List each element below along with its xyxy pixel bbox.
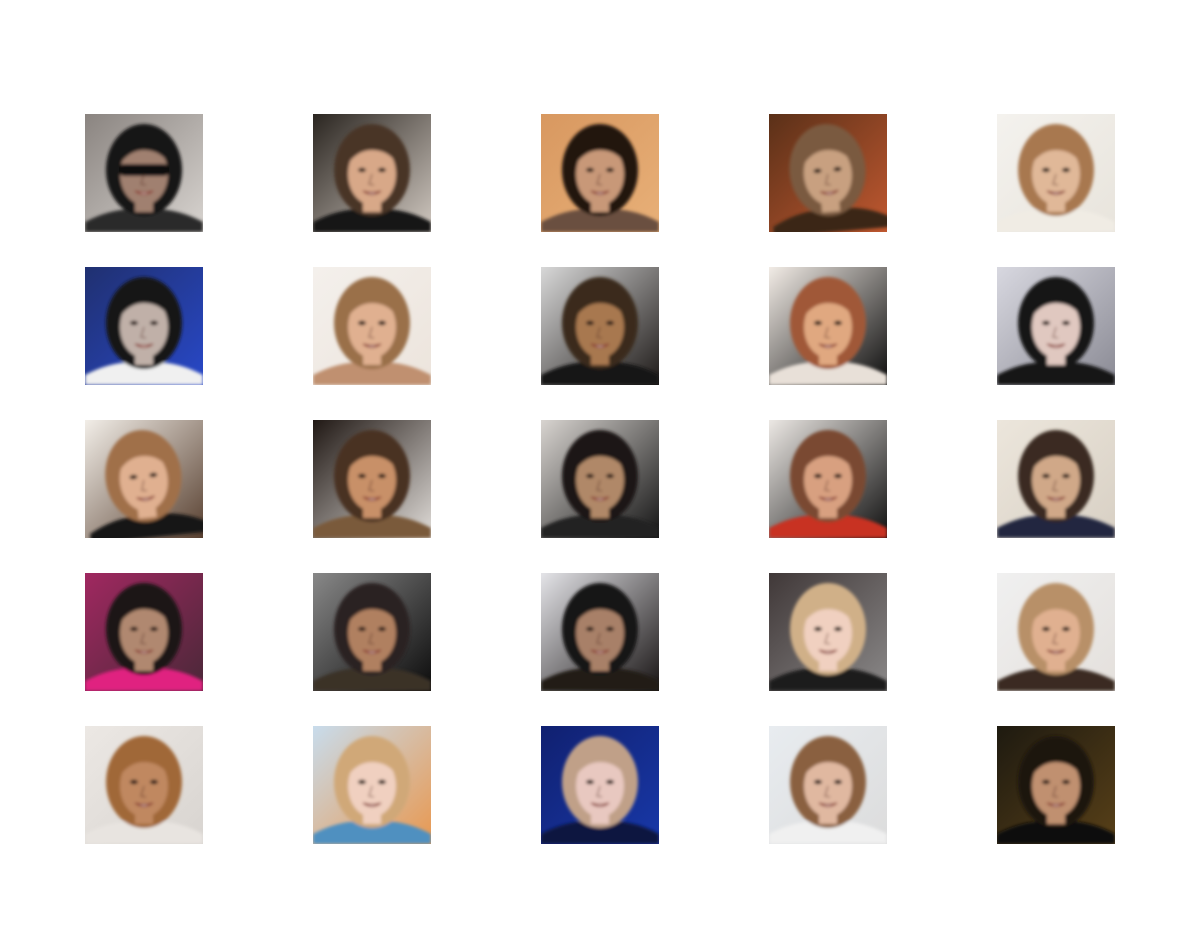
face-image-graphic [769, 726, 887, 844]
face-image [769, 420, 887, 538]
face-image-graphic [85, 114, 203, 232]
face-image-graphic [769, 114, 887, 232]
face-image [541, 726, 659, 844]
face-image [769, 726, 887, 844]
face-image [85, 267, 203, 385]
face-image [997, 726, 1115, 844]
face-image-graphic [997, 267, 1115, 385]
face-image [313, 726, 431, 844]
face-image-graphic [997, 420, 1115, 538]
face-image-graphic [541, 267, 659, 385]
face-image [997, 267, 1115, 385]
face-image [85, 726, 203, 844]
face-image [769, 573, 887, 691]
face-image-graphic [997, 573, 1115, 691]
face-image-graphic [313, 420, 431, 538]
face-image-graphic [541, 114, 659, 232]
face-image [997, 114, 1115, 232]
face-image-graphic [997, 726, 1115, 844]
face-image-graphic [997, 114, 1115, 232]
face-image-graphic [541, 573, 659, 691]
face-image-graphic [85, 726, 203, 844]
face-image [541, 573, 659, 691]
face-image-graphic [313, 726, 431, 844]
face-image [313, 267, 431, 385]
face-image [313, 573, 431, 691]
face-image-graphic [769, 267, 887, 385]
face-image-graphic [313, 114, 431, 232]
face-image [769, 114, 887, 232]
face-image-graphic [313, 267, 431, 385]
face-image [85, 114, 203, 232]
face-image [769, 267, 887, 385]
face-image [541, 420, 659, 538]
face-image [541, 114, 659, 232]
face-image [85, 420, 203, 538]
face-image-graphic [541, 726, 659, 844]
face-image-graphic [85, 267, 203, 385]
face-image-graphic [85, 420, 203, 538]
face-image [997, 420, 1115, 538]
face-image-graphic [541, 420, 659, 538]
face-image-grid [85, 114, 1115, 844]
face-image [541, 267, 659, 385]
face-image [85, 573, 203, 691]
face-image [313, 420, 431, 538]
face-image [997, 573, 1115, 691]
face-image-graphic [769, 420, 887, 538]
face-image-graphic [313, 573, 431, 691]
face-image [313, 114, 431, 232]
face-image-graphic [769, 573, 887, 691]
face-image-graphic [85, 573, 203, 691]
